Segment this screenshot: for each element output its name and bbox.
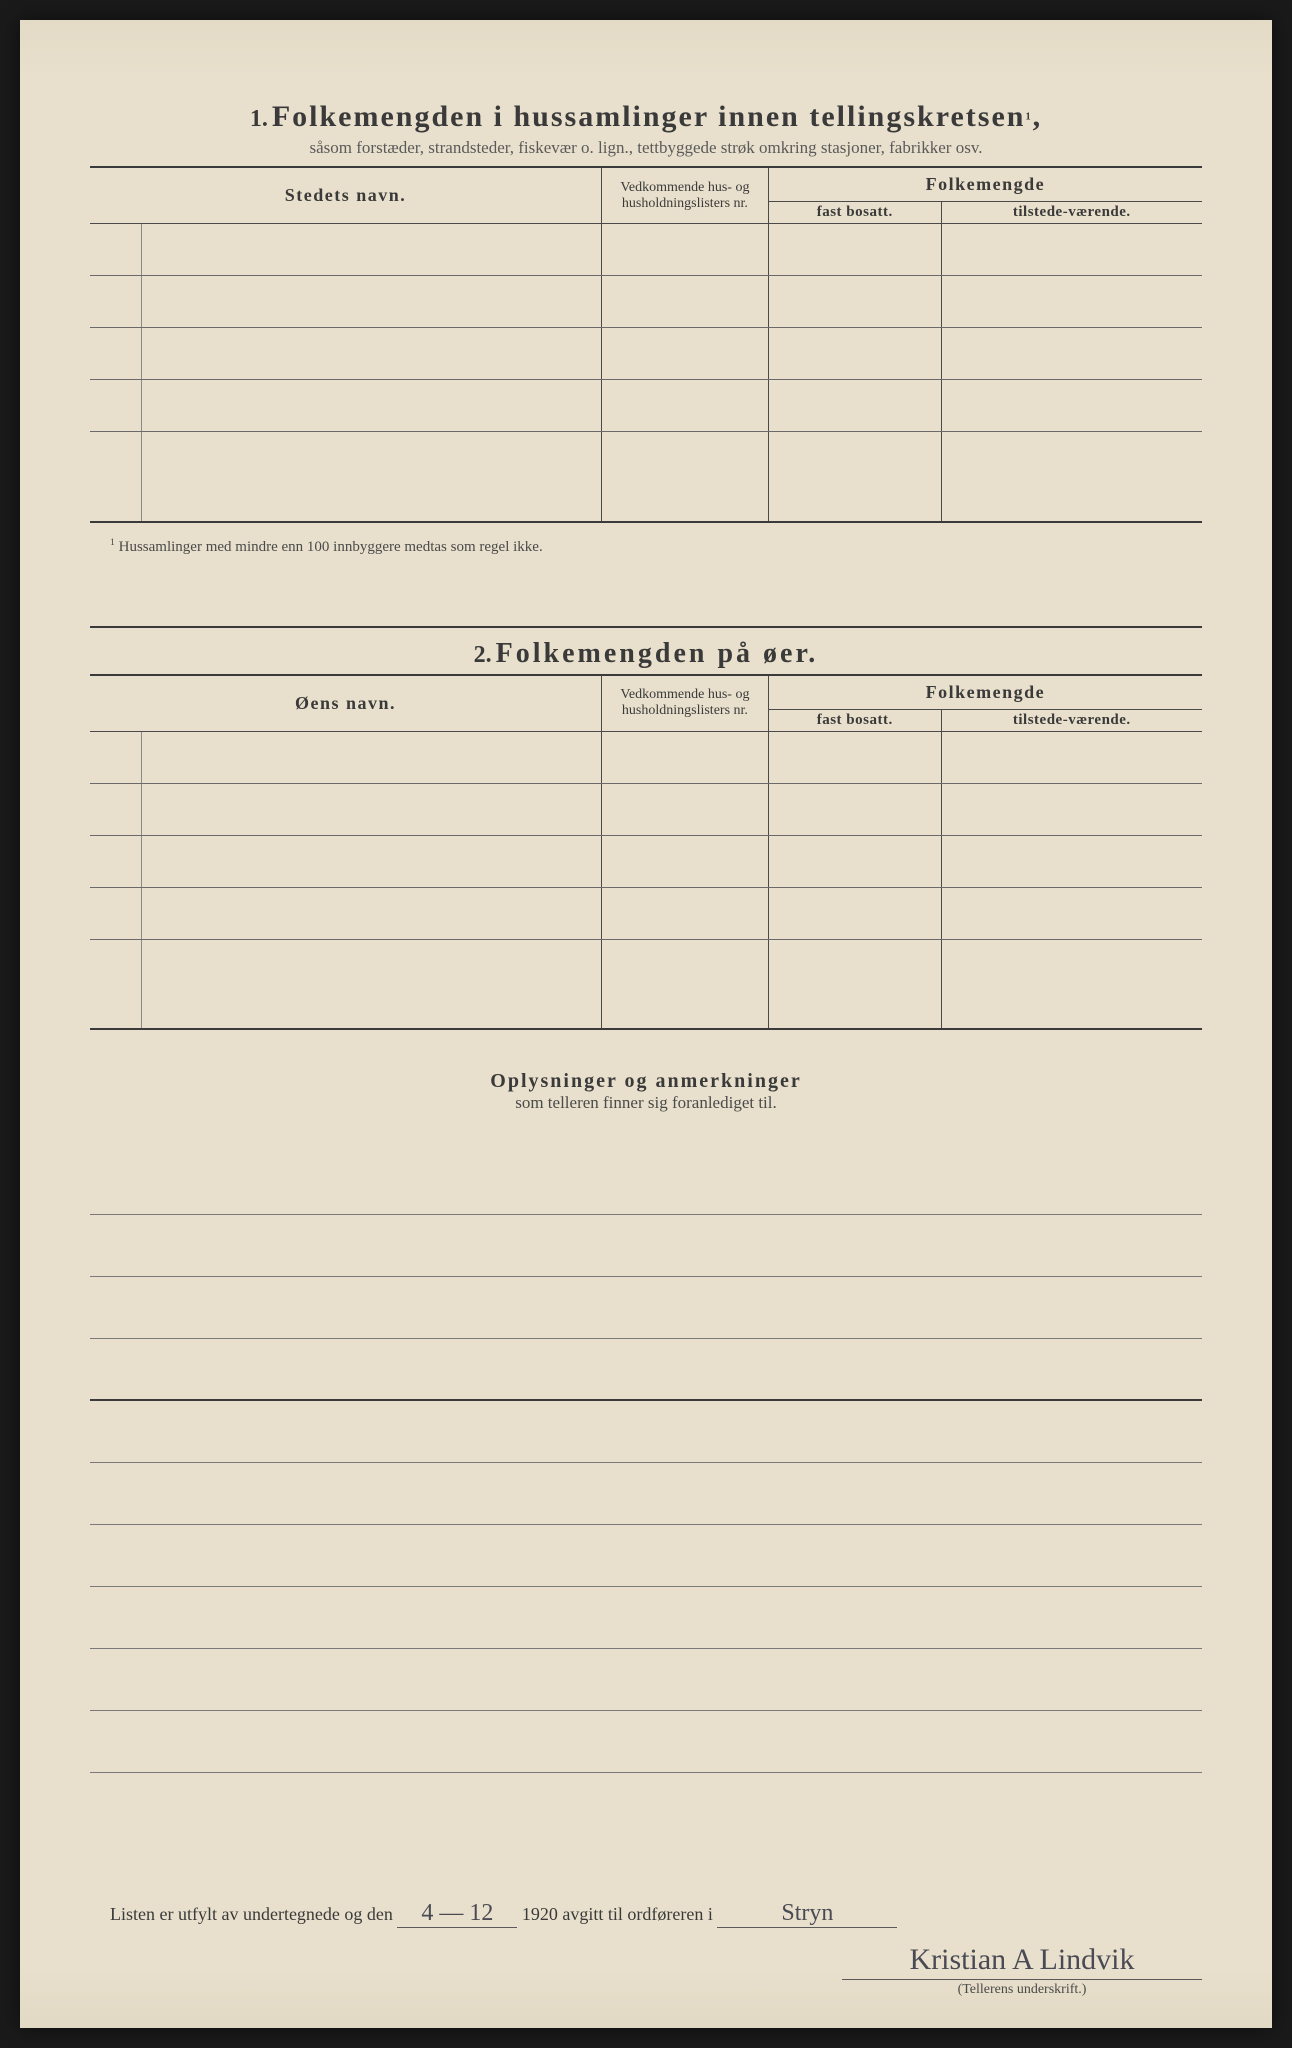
table-row <box>90 731 1202 783</box>
table-row <box>90 380 1202 432</box>
footer-attestation: Listen er utfylt av undertegnede og den … <box>110 1900 1202 1928</box>
table-row <box>90 328 1202 380</box>
section2-heading: Folkemengden på øer. <box>496 638 819 669</box>
ruled-line[interactable] <box>90 1525 1202 1587</box>
header-fast: fast bosatt. <box>768 709 941 731</box>
header-name: Øens navn. <box>90 675 602 732</box>
ruled-line[interactable] <box>90 1711 1202 1773</box>
header-tilstede: tilstede-værende. <box>941 709 1202 731</box>
section1-table: Stedets navn. Vedkommende hus- og hushol… <box>90 166 1202 523</box>
header-name: Stedets navn. <box>90 167 602 224</box>
signature-label: (Tellerens underskrift.) <box>842 1982 1202 1998</box>
header-pop: Folkemengde <box>768 167 1202 202</box>
section1-subtitle: såsom forstæder, strandsteder, fiskevær … <box>90 138 1202 158</box>
table-row <box>90 276 1202 328</box>
section1-number: 1. <box>250 106 268 132</box>
ruled-line[interactable] <box>90 1153 1202 1215</box>
ruled-line[interactable] <box>90 1401 1202 1463</box>
section2-number: 2. <box>474 642 492 668</box>
table-row <box>90 939 1202 1029</box>
section1-title: 1. Folkemengden i hussamlinger innen tel… <box>90 100 1202 134</box>
ruled-line[interactable] <box>90 1587 1202 1649</box>
table-row <box>90 224 1202 276</box>
notes-heading: Oplysninger og anmerkninger som telleren… <box>90 1070 1202 1113</box>
table-row <box>90 783 1202 835</box>
signature[interactable]: Kristian A Lindvik <box>842 1943 1202 1980</box>
section2-title: 2. Folkemengden på øer. <box>90 626 1202 670</box>
table-row <box>90 887 1202 939</box>
table-row <box>90 432 1202 522</box>
header-list: Vedkommende hus- og husholdningslisters … <box>602 675 769 732</box>
signature-block: Kristian A Lindvik (Tellerens underskrif… <box>842 1943 1202 1998</box>
header-list: Vedkommende hus- og husholdningslisters … <box>602 167 769 224</box>
section1-footnote: 1 Hussamlinger med mindre enn 100 innbyg… <box>90 537 1202 556</box>
notes-lines <box>90 1153 1202 1773</box>
section2-table: Øens navn. Vedkommende hus- og husholdni… <box>90 674 1202 1031</box>
ruled-line[interactable] <box>90 1339 1202 1401</box>
table-row <box>90 835 1202 887</box>
header-pop: Folkemengde <box>768 675 1202 710</box>
ruled-line[interactable] <box>90 1649 1202 1711</box>
census-form-page: 1. Folkemengden i hussamlinger innen tel… <box>20 20 1272 2028</box>
ruled-line[interactable] <box>90 1215 1202 1277</box>
date-field[interactable]: 4 — 12 <box>397 1900 517 1928</box>
ruled-line[interactable] <box>90 1463 1202 1525</box>
header-tilstede: tilstede-værende. <box>941 202 1202 224</box>
header-fast: fast bosatt. <box>768 202 941 224</box>
section1-heading: Folkemengden i hussamlinger innen tellin… <box>272 100 1026 133</box>
section1-sup: 1 <box>1025 112 1032 123</box>
place-field[interactable]: Stryn <box>717 1900 897 1928</box>
ruled-line[interactable] <box>90 1277 1202 1339</box>
